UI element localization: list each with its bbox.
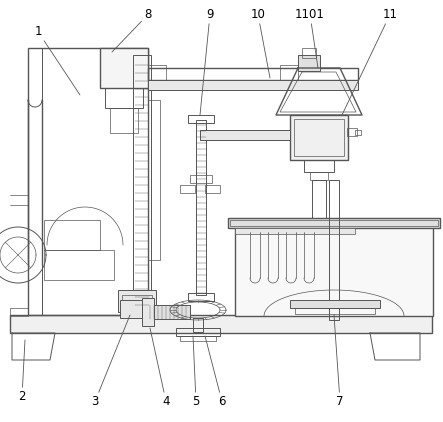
Bar <box>44 220 100 250</box>
Bar <box>120 300 142 318</box>
Bar <box>10 315 432 333</box>
Bar <box>190 175 212 183</box>
Bar <box>105 88 143 108</box>
Bar <box>188 293 214 301</box>
Bar <box>118 290 156 312</box>
Bar <box>347 128 357 136</box>
Bar <box>304 160 334 172</box>
Bar <box>148 100 160 260</box>
Bar <box>193 318 203 332</box>
Bar <box>28 48 148 315</box>
Bar <box>280 65 298 80</box>
Bar <box>298 55 320 71</box>
Bar <box>180 185 195 193</box>
Bar <box>329 180 339 320</box>
Bar <box>10 308 28 316</box>
Text: 4: 4 <box>150 328 170 408</box>
Bar <box>310 172 328 180</box>
Bar <box>176 328 220 336</box>
Bar <box>294 119 344 156</box>
Bar <box>133 55 151 313</box>
Text: 5: 5 <box>192 336 200 408</box>
Text: 11: 11 <box>342 8 397 115</box>
Text: 2: 2 <box>18 340 26 403</box>
Bar <box>100 48 148 88</box>
Text: 6: 6 <box>205 336 226 408</box>
Bar <box>148 65 166 80</box>
Bar <box>290 115 348 160</box>
Bar <box>414 308 432 316</box>
Bar <box>290 300 380 308</box>
Text: 1: 1 <box>34 25 80 95</box>
Text: 9: 9 <box>200 8 214 115</box>
Text: 1101: 1101 <box>295 8 325 68</box>
Bar <box>196 120 206 295</box>
Bar <box>122 295 152 310</box>
Bar <box>188 115 214 123</box>
Bar <box>42 48 148 315</box>
Bar <box>148 80 358 90</box>
Bar <box>228 218 440 228</box>
Bar <box>205 185 220 193</box>
Bar <box>312 180 326 220</box>
Text: 10: 10 <box>251 8 270 78</box>
Bar <box>110 108 138 133</box>
Bar <box>145 305 190 319</box>
Text: 8: 8 <box>112 8 152 52</box>
Bar <box>355 130 361 135</box>
Bar <box>180 336 216 341</box>
Bar <box>235 228 355 234</box>
Bar <box>295 308 375 314</box>
Text: 3: 3 <box>91 315 130 408</box>
Bar <box>44 250 114 280</box>
Text: 7: 7 <box>334 315 344 408</box>
Bar <box>308 218 330 226</box>
Bar <box>148 68 358 80</box>
Bar <box>235 226 433 316</box>
Bar <box>200 130 290 140</box>
Bar <box>302 48 316 58</box>
Bar <box>142 298 154 326</box>
Bar <box>230 220 438 226</box>
